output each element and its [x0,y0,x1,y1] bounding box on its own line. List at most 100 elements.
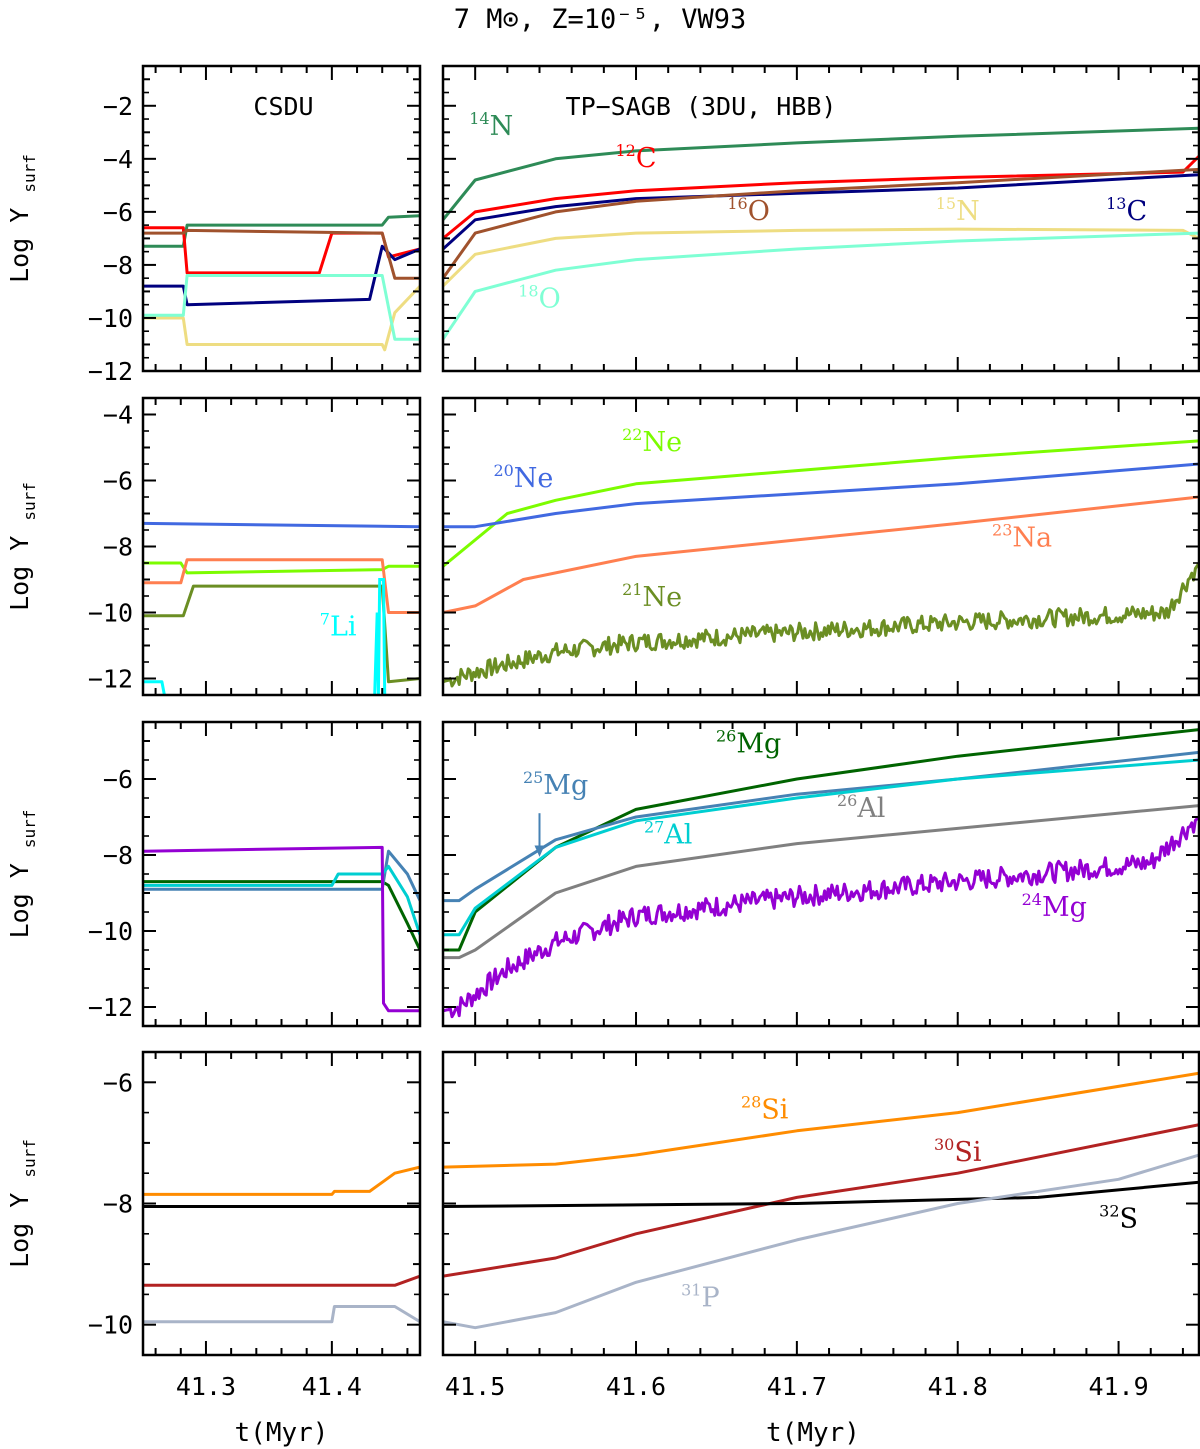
figure-title: 7 M⊙, Z=10⁻⁵, VW93 [454,4,747,35]
panel: Log Y surf −12 −10 −8 −6 [5,720,1200,1028]
series-line-22Ne [443,439,1199,568]
axes: −12 −10 −8 −6 −4 [88,396,422,697]
column-header: TP−SAGB (3DU, HBB) [566,92,837,121]
axes-frame [141,1050,422,1357]
series-group [443,1071,1199,1330]
axes [441,64,1200,373]
y-tick-label: −10 [88,304,133,333]
series-line-15N [143,285,420,352]
series-label-27Al: 27Al [644,818,693,851]
series-line-16O [143,228,420,280]
y-tick-label: −8 [103,251,133,280]
y-axis-label: Log Y surf [5,154,39,283]
axes: −12 −10 −8 −6 [88,720,422,1028]
series-group [143,1165,420,1324]
panel: Log Y surf−10−8−641.3 41.4t(Myr)41.5 41.6 4… [5,1050,1200,1448]
x-tick-label: 41.3 [176,1372,236,1401]
series-line-26Mg [143,880,420,951]
series-line-22Ne [143,561,420,575]
y-tick-label: −4 [103,145,133,174]
y-tick-label: −10 [88,1311,133,1340]
series-line-31P [443,1153,1199,1330]
series-label-28Si: 28Si [741,1093,789,1126]
panel: Log Y surf −12 −10 −8 −6 −4 [5,396,1200,697]
series-line-24Mg [443,815,1199,1019]
series-line-7Li-drop [373,578,387,695]
series-group [443,126,1199,341]
axes: −12 −10 −8 −6 −4 −2 [88,64,422,386]
y-axis-label: Log Y surf [5,1139,39,1268]
column-header: CSDU [253,92,313,121]
axes [441,720,1200,1028]
series-line-14N [443,126,1199,221]
axes [441,396,1200,697]
y-tick-label: −10 [88,599,133,628]
series-line-15N [443,227,1199,288]
y-tick-label: −6 [103,1068,133,1097]
series-line-31P [143,1305,420,1324]
y-tick-label: −12 [88,357,133,386]
series-line-27Al [443,758,1199,937]
y-tick-label: −12 [88,993,133,1022]
series-line-28Si [143,1165,420,1196]
series-group [143,214,420,352]
y-tick-label: −8 [103,841,133,870]
series-label-20Ne: 20Ne [493,461,553,494]
series-line-21Ne [143,584,420,684]
y-tick-label: −4 [103,401,133,430]
series-line-28Si [443,1071,1199,1169]
axes: 41.5 41.6 41.7 41.8 41.9 t(Myr) [441,1050,1200,1448]
series-line-20Ne [143,521,420,529]
series-line-7Li [143,680,166,695]
series-group [143,845,420,1013]
series-label-7Li: 7Li [320,610,357,643]
y-tick-label: −8 [103,533,133,562]
series-line-16O [443,167,1199,280]
series-label-22Ne: 22Ne [622,425,682,458]
series-line-24Mg [143,845,420,1013]
series-line-13C [143,244,420,307]
series-label-13C: 13C [1106,194,1147,227]
series-line-20Ne [443,462,1199,529]
series-line-12C [443,155,1199,240]
x-tick-label: 41.4 [302,1372,362,1401]
series-line-26Al [443,804,1199,960]
series-label-14N: 14N [469,109,513,142]
x-tick-label: 41.7 [767,1372,827,1401]
series-label-31P: 31P [681,1281,720,1314]
series-label-15N: 15N [936,194,980,227]
series-line-23Na [143,558,420,614]
series-label-21Ne: 21Ne [622,580,682,613]
series-line-30Si [143,1274,420,1287]
y-tick-label: −12 [88,665,133,694]
y-tick-label: −10 [88,917,133,946]
series-label-26Al: 26Al [837,791,886,824]
series-line-23Na [443,495,1199,614]
y-axis-label: Log Y surf [5,810,39,939]
x-tick-label: 41.5 [445,1372,505,1401]
series-line-27Al [143,864,420,936]
series-line-25Mg [143,849,420,902]
series-line-18O [143,274,420,341]
panel: Log Y surf −12 −10 −8 −6 −4 −2 [5,64,1200,386]
y-tick-label: −6 [103,765,133,794]
series-line-14N [143,214,420,248]
axes: −10 −8 −6 41.3 41.4 t(Myr) [88,1050,422,1448]
series-line-13C [443,173,1199,251]
y-axis-label: Log Y surf [5,482,39,611]
x-axis-label: t(Myr) [766,1418,860,1448]
series-label-23Na: 23Na [992,521,1052,554]
series-line-30Si [443,1123,1199,1278]
series-label-24Mg: 24Mg [1022,890,1087,923]
series-line-21Ne [443,562,1199,688]
series-group [443,728,1199,1019]
y-tick-label: −2 [103,92,133,121]
annotation-arrowhead [534,845,545,857]
series-label-25Mg: 25Mg [523,768,588,801]
series-label-18O: 18O [518,281,561,314]
plot-area: CSDU TP−SAGB (3DU, HBB) Log Y surf −12 −10 −8… [5,64,1200,1448]
y-tick-label: −6 [103,198,133,227]
y-tick-label: −6 [103,467,133,496]
series-label-30Si: 30Si [934,1135,982,1168]
series-label-16O: 16O [727,194,770,227]
